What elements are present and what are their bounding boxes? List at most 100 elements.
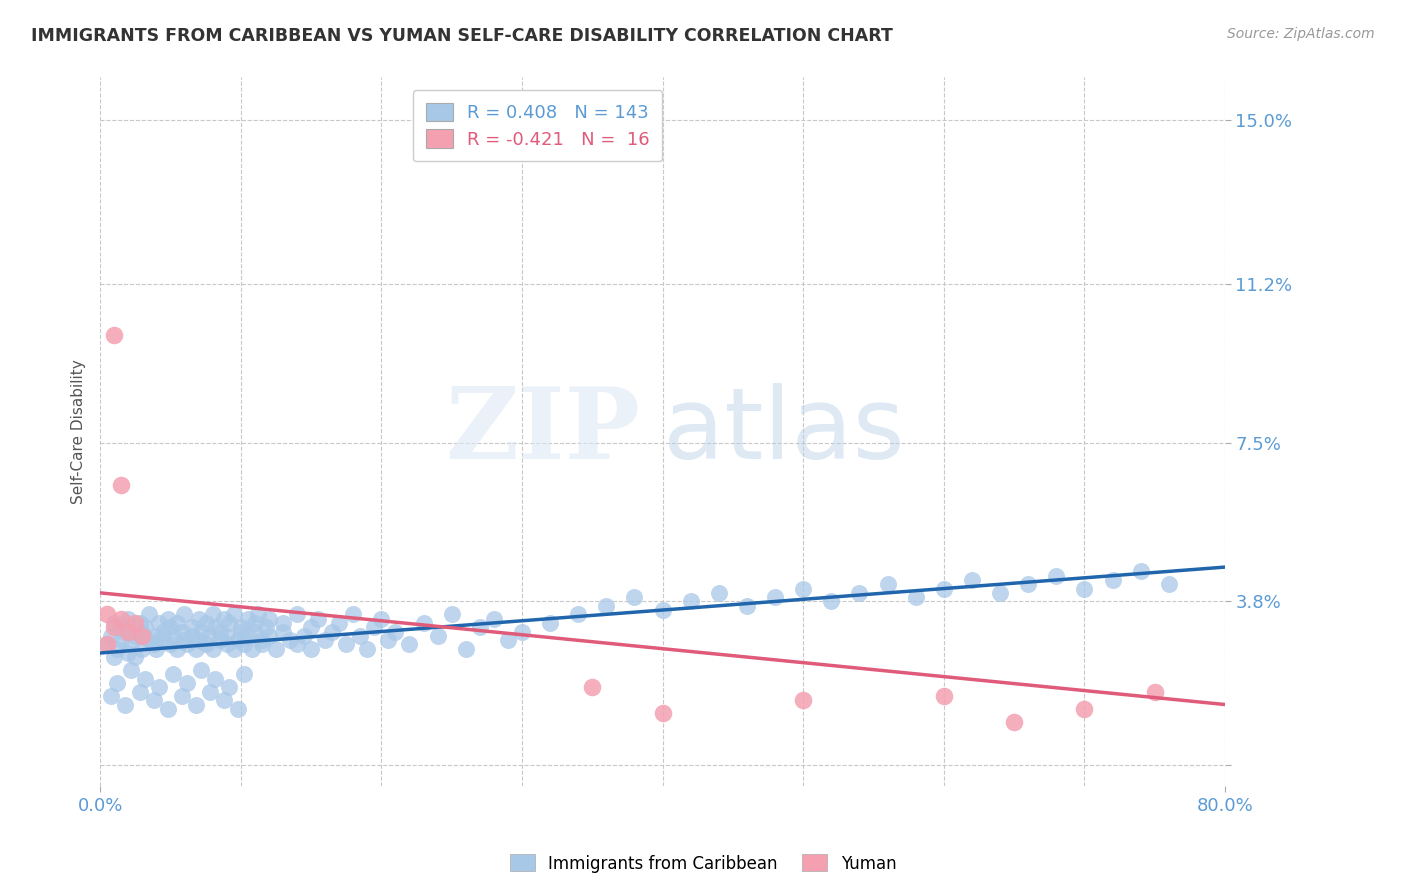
Point <box>567 607 589 622</box>
Point <box>201 607 224 622</box>
Point <box>120 663 142 677</box>
Point <box>194 637 217 651</box>
Point <box>342 607 364 622</box>
Point <box>166 641 188 656</box>
Text: IMMIGRANTS FROM CARIBBEAN VS YUMAN SELF-CARE DISABILITY CORRELATION CHART: IMMIGRANTS FROM CARIBBEAN VS YUMAN SELF-… <box>31 27 893 45</box>
Point <box>398 637 420 651</box>
Point <box>134 672 156 686</box>
Point <box>264 641 287 656</box>
Point <box>212 612 235 626</box>
Point <box>180 629 202 643</box>
Point <box>299 620 322 634</box>
Text: Source: ZipAtlas.com: Source: ZipAtlas.com <box>1227 27 1375 41</box>
Point <box>145 629 167 643</box>
Point <box>257 612 280 626</box>
Point <box>100 689 122 703</box>
Point <box>187 612 209 626</box>
Point <box>131 629 153 643</box>
Point <box>117 612 139 626</box>
Point <box>148 615 170 630</box>
Point <box>152 633 174 648</box>
Point <box>180 620 202 634</box>
Point <box>208 624 231 639</box>
Point <box>212 693 235 707</box>
Point <box>105 676 128 690</box>
Point <box>763 590 786 604</box>
Point <box>226 633 249 648</box>
Point <box>904 590 927 604</box>
Point <box>184 641 207 656</box>
Point <box>1129 565 1152 579</box>
Point <box>384 624 406 639</box>
Point <box>440 607 463 622</box>
Point <box>204 620 226 634</box>
Point <box>114 624 136 639</box>
Point <box>651 603 673 617</box>
Point <box>117 624 139 639</box>
Point <box>96 637 118 651</box>
Point <box>335 637 357 651</box>
Point <box>114 698 136 712</box>
Point <box>120 637 142 651</box>
Point <box>820 594 842 608</box>
Point <box>96 637 118 651</box>
Point <box>166 615 188 630</box>
Point <box>198 684 221 698</box>
Point <box>1157 577 1180 591</box>
Point <box>307 612 329 626</box>
Point <box>208 633 231 648</box>
Point <box>254 620 277 634</box>
Point <box>250 637 273 651</box>
Point <box>145 641 167 656</box>
Point <box>124 629 146 643</box>
Point <box>328 615 350 630</box>
Point <box>932 582 955 596</box>
Point <box>110 633 132 648</box>
Point <box>1073 702 1095 716</box>
Point <box>131 641 153 656</box>
Point <box>148 681 170 695</box>
Point <box>623 590 645 604</box>
Point <box>285 607 308 622</box>
Point <box>103 620 125 634</box>
Point <box>363 620 385 634</box>
Point <box>110 612 132 626</box>
Point <box>194 615 217 630</box>
Point <box>1017 577 1039 591</box>
Point <box>1002 714 1025 729</box>
Point <box>792 693 814 707</box>
Point <box>226 702 249 716</box>
Point <box>159 620 181 634</box>
Point <box>848 586 870 600</box>
Point <box>876 577 898 591</box>
Point <box>128 684 150 698</box>
Point <box>232 667 254 681</box>
Point <box>314 633 336 648</box>
Point <box>1045 568 1067 582</box>
Point <box>236 612 259 626</box>
Point <box>229 620 252 634</box>
Point <box>124 650 146 665</box>
Point <box>128 615 150 630</box>
Point <box>201 641 224 656</box>
Point <box>170 624 193 639</box>
Point <box>679 594 702 608</box>
Point <box>105 641 128 656</box>
Point <box>735 599 758 613</box>
Point <box>229 624 252 639</box>
Legend: R = 0.408   N = 143, R = -0.421   N =  16: R = 0.408 N = 143, R = -0.421 N = 16 <box>413 90 662 161</box>
Point <box>932 689 955 703</box>
Point <box>134 620 156 634</box>
Point <box>103 650 125 665</box>
Point <box>103 328 125 343</box>
Point <box>187 633 209 648</box>
Point <box>257 629 280 643</box>
Point <box>173 633 195 648</box>
Point <box>243 615 266 630</box>
Point <box>96 607 118 622</box>
Point <box>581 681 603 695</box>
Point <box>426 629 449 643</box>
Point <box>156 612 179 626</box>
Point <box>124 615 146 630</box>
Point <box>285 637 308 651</box>
